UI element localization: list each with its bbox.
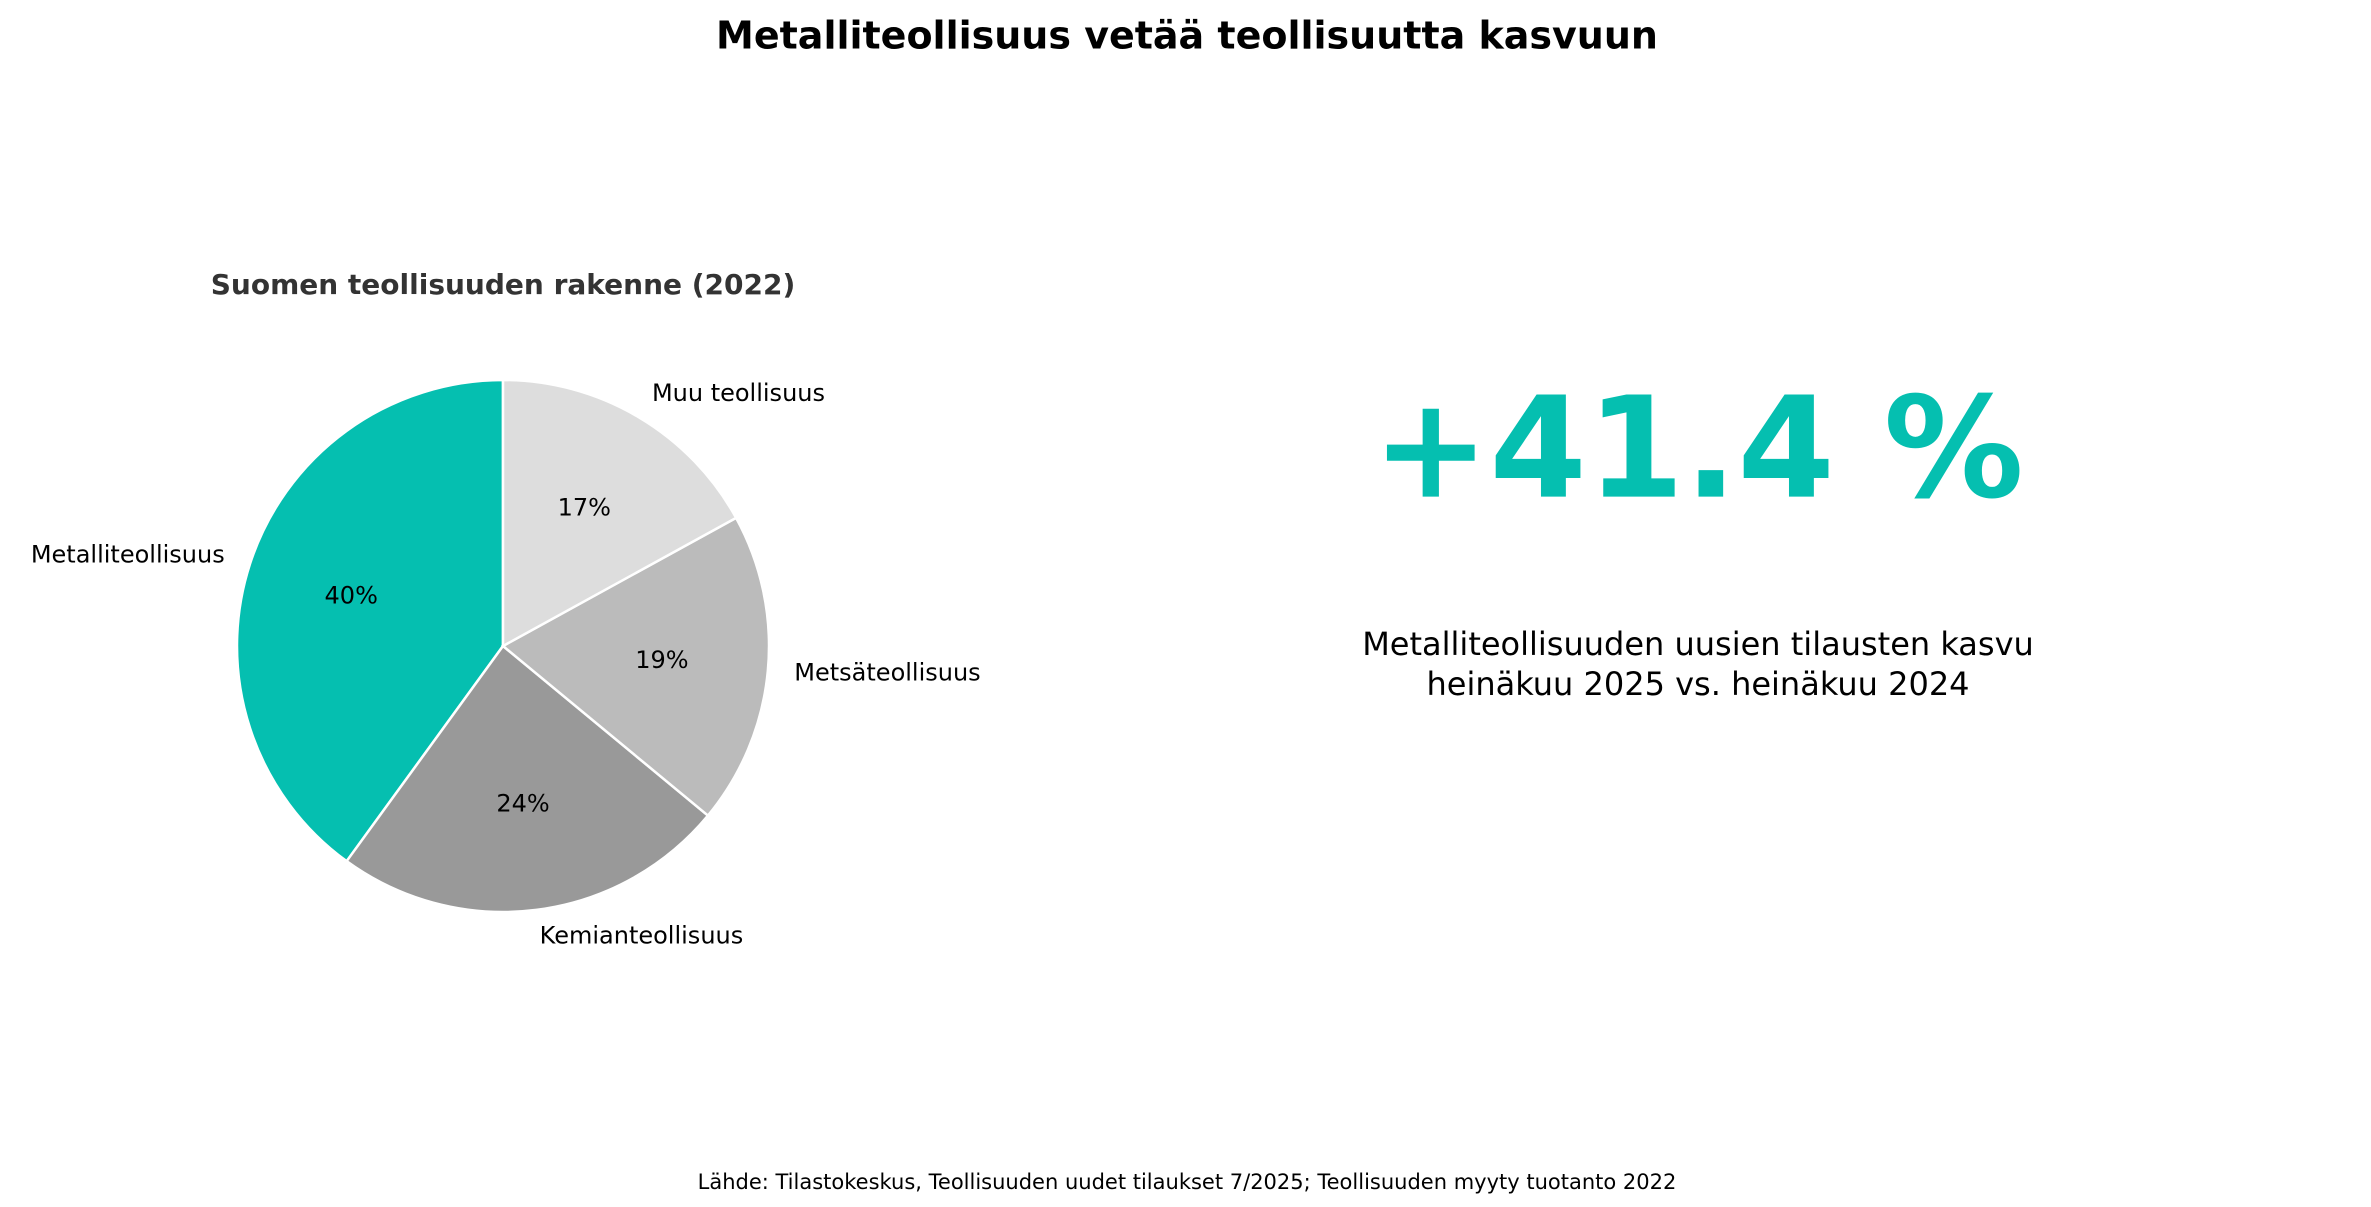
value-label: 40% — [325, 582, 378, 610]
figure-title: Metalliteollisuus vetää teollisuutta kas… — [716, 14, 1658, 58]
slice-label: Metsäteollisuus — [794, 659, 980, 687]
pie-slice — [500, 516, 771, 818]
pie-slice — [344, 644, 710, 914]
kpi-caption: heinäkuu 2025 vs. heinäkuu 2024 — [1426, 665, 1969, 703]
slice-label: Metalliteollisuus — [31, 541, 225, 569]
value-label: 19% — [635, 646, 688, 674]
kpi-caption: Metalliteollisuuden uusien tilausten kas… — [1362, 625, 2034, 663]
chart-title: Suomen teollisuuden rakenne (2022) — [211, 268, 796, 301]
slice-label: Kemianteollisuus — [540, 921, 744, 949]
pie-slice — [501, 378, 738, 649]
pie-slice — [235, 378, 505, 863]
source-note: Lähde: Tilastokeskus, Teollisuuden uudet… — [698, 1170, 1677, 1194]
kpi-value: +41.4 % — [1372, 368, 2024, 531]
value-label: 17% — [558, 494, 611, 522]
value-label: 24% — [496, 789, 549, 817]
slice-label: Muu teollisuus — [652, 379, 825, 407]
